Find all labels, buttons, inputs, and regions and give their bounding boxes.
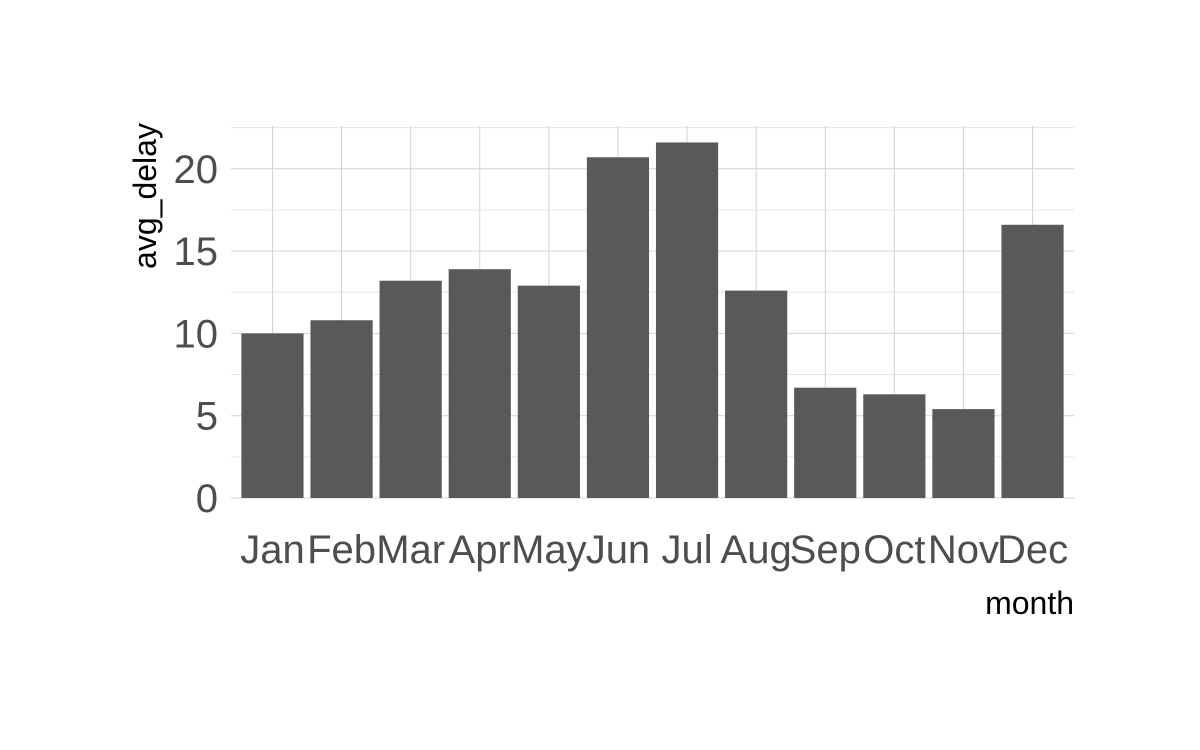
y-axis-title: avg_delay: [127, 123, 163, 269]
bars: [241, 142, 1064, 499]
bar-jun: [586, 157, 650, 498]
bar-feb: [310, 320, 373, 498]
x-tick-label-jun: Jun: [586, 528, 651, 572]
x-tick-label-nov: Nov: [928, 528, 999, 572]
bar-apr: [448, 269, 511, 498]
x-tick-label-oct: Oct: [863, 528, 925, 572]
bar-aug: [725, 290, 788, 498]
x-tick-label-apr: Apr: [449, 528, 511, 572]
bar-oct: [863, 394, 926, 498]
bar-dec: [1001, 224, 1064, 499]
bar-jul: [655, 142, 719, 498]
y-tick-labels: 0 5 10 15 20: [174, 148, 219, 521]
x-tick-label-feb: Feb: [307, 528, 376, 572]
x-tick-label-jan: Jan: [240, 528, 305, 572]
y-tick-label: 20: [174, 148, 219, 192]
x-tick-label-may: May: [511, 528, 587, 572]
y-tick-label: 10: [174, 312, 219, 356]
x-tick-label-mar: Mar: [376, 528, 445, 572]
bar-mar: [379, 280, 442, 498]
y-tick-label: 15: [174, 230, 219, 274]
x-tick-label-aug: Aug: [721, 528, 792, 572]
x-axis-title: month: [985, 585, 1074, 621]
bar-jan: [241, 333, 304, 498]
x-tick-label-dec: Dec: [997, 528, 1068, 572]
bar-may: [517, 285, 580, 498]
y-tick-label: 0: [196, 477, 218, 521]
x-tick-label-sep: Sep: [790, 528, 861, 572]
y-tick-label: 5: [196, 395, 218, 439]
bar-sep: [794, 387, 857, 498]
x-tick-label-jul: Jul: [661, 528, 712, 572]
bar-nov: [932, 409, 995, 498]
